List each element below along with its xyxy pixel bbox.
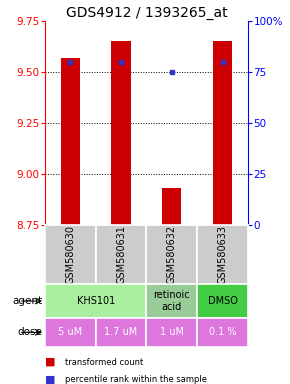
Text: 5 uM: 5 uM xyxy=(58,327,82,338)
Text: 1.7 uM: 1.7 uM xyxy=(104,327,138,338)
Text: GSM580631: GSM580631 xyxy=(116,225,126,284)
Text: ■: ■ xyxy=(45,357,55,367)
Text: agent: agent xyxy=(12,296,42,306)
Text: dose: dose xyxy=(17,327,42,338)
Text: retinoic
acid: retinoic acid xyxy=(153,290,190,312)
Text: GSM580632: GSM580632 xyxy=(167,225,177,284)
Text: DMSO: DMSO xyxy=(208,296,238,306)
Bar xyxy=(213,41,232,225)
Bar xyxy=(162,188,182,225)
Text: KHS101: KHS101 xyxy=(77,296,115,306)
Text: GSM580633: GSM580633 xyxy=(218,225,228,284)
Text: percentile rank within the sample: percentile rank within the sample xyxy=(65,375,207,384)
Text: GSM580630: GSM580630 xyxy=(65,225,75,284)
Text: 1 uM: 1 uM xyxy=(160,327,184,338)
Title: GDS4912 / 1393265_at: GDS4912 / 1393265_at xyxy=(66,6,227,20)
Bar xyxy=(61,58,80,225)
Text: transformed count: transformed count xyxy=(65,358,144,367)
Bar xyxy=(111,41,131,225)
Text: 0.1 %: 0.1 % xyxy=(209,327,236,338)
Text: ■: ■ xyxy=(45,374,55,384)
